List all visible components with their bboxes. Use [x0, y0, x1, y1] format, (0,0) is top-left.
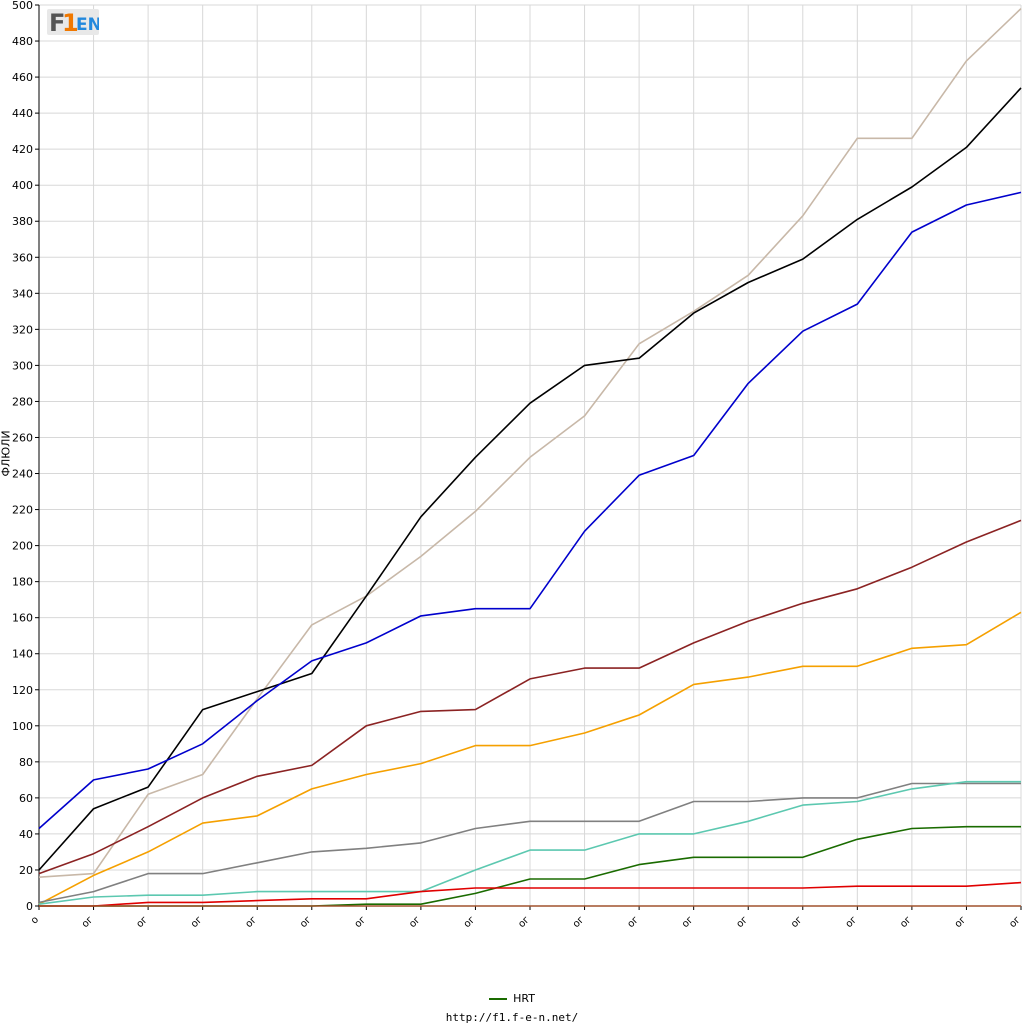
- legend-label-hrt: HRT: [513, 992, 535, 1005]
- y-tick-label: 440: [12, 107, 33, 120]
- y-tick-label: 300: [12, 359, 33, 372]
- x-tick-label: ог: [1007, 914, 1023, 930]
- y-tick-label: 80: [19, 756, 33, 769]
- x-tick-label: ог: [844, 914, 860, 930]
- series-line-8: [39, 881, 1022, 907]
- series-line-0: [38, 8, 1022, 878]
- svg-text:F: F: [49, 9, 65, 36]
- y-tick-label: 380: [12, 215, 33, 228]
- x-tick-label: ог: [189, 914, 205, 930]
- y-tick-label: 120: [12, 684, 33, 697]
- x-tick-label: о: [29, 914, 41, 926]
- x-tick-label: ог: [353, 914, 369, 930]
- x-tick-label: ог: [462, 914, 478, 930]
- x-tick-label: ог: [134, 914, 150, 930]
- series-line-1: [38, 87, 1022, 871]
- series-line-3: [38, 519, 1022, 875]
- x-tick-label: ог: [953, 914, 969, 930]
- x-tick-label: ог: [571, 914, 587, 930]
- y-axis-label: ФЛЮЛИ: [0, 430, 13, 477]
- x-tick-label: ог: [680, 914, 696, 930]
- y-tick-label: 40: [19, 828, 33, 841]
- y-tick-label: 360: [12, 251, 33, 264]
- y-tick-label: 180: [12, 576, 33, 589]
- y-tick-label: 480: [12, 35, 33, 48]
- x-tick-label: ог: [244, 914, 260, 930]
- series-line-2: [38, 191, 1022, 830]
- y-tick-label: 460: [12, 71, 33, 84]
- y-tick-label: 60: [19, 792, 33, 805]
- series-line-6: [38, 780, 1021, 905]
- y-tick-label: 200: [12, 540, 33, 553]
- svg-text:EN: EN: [76, 15, 99, 35]
- y-tick-label: 260: [12, 431, 33, 444]
- y-tick-labels: 0 20 40 60 80 100 120 140 160 180 200 220 240 260 280 3…: [12, 0, 33, 913]
- legend: HRT: [0, 992, 1024, 1005]
- svg-text:1: 1: [62, 9, 79, 36]
- series-lines: [38, 8, 1022, 907]
- y-tick-label: 220: [12, 504, 33, 517]
- legend-swatch-hrt: [489, 998, 508, 1000]
- y-tick-label: 240: [12, 468, 33, 481]
- x-tick-label: ог: [898, 914, 914, 930]
- x-tick-label: ог: [516, 914, 532, 930]
- x-tick-label: ог: [80, 914, 96, 930]
- y-tick-label: 100: [12, 720, 33, 733]
- y-tick-label: 280: [12, 395, 33, 408]
- y-tick-label: 400: [12, 179, 33, 192]
- x-tick-label: ог: [407, 914, 423, 930]
- y-tick-label: 20: [19, 864, 33, 877]
- x-tick-label: ог: [298, 914, 314, 930]
- x-tick-label: ог: [789, 914, 805, 930]
- series-line-5: [38, 782, 1021, 904]
- y-tick-label: 140: [12, 648, 33, 661]
- x-tick-label: ог: [625, 914, 641, 930]
- y-tick-label: 340: [12, 287, 33, 300]
- axes: [35, 4, 1022, 910]
- y-tick-label: 0: [26, 900, 33, 913]
- footer-url: http://f1.f-e-n.net/: [445, 1011, 579, 1024]
- x-tick-labels: о ог ог ог ог ог ог ог ог ог ог ог ог ог ог ог ог ог ог: [29, 914, 1023, 930]
- x-tick-label: ог: [735, 914, 751, 930]
- y-tick-label: 160: [12, 612, 33, 625]
- y-tick-label: 500: [12, 0, 33, 12]
- y-tick-label: 320: [12, 323, 33, 336]
- f1en-logo: F 1 EN: [47, 9, 99, 36]
- series-line-4: [38, 611, 1022, 905]
- y-tick-label: 420: [12, 143, 33, 156]
- grid-lines: [38, 4, 1022, 907]
